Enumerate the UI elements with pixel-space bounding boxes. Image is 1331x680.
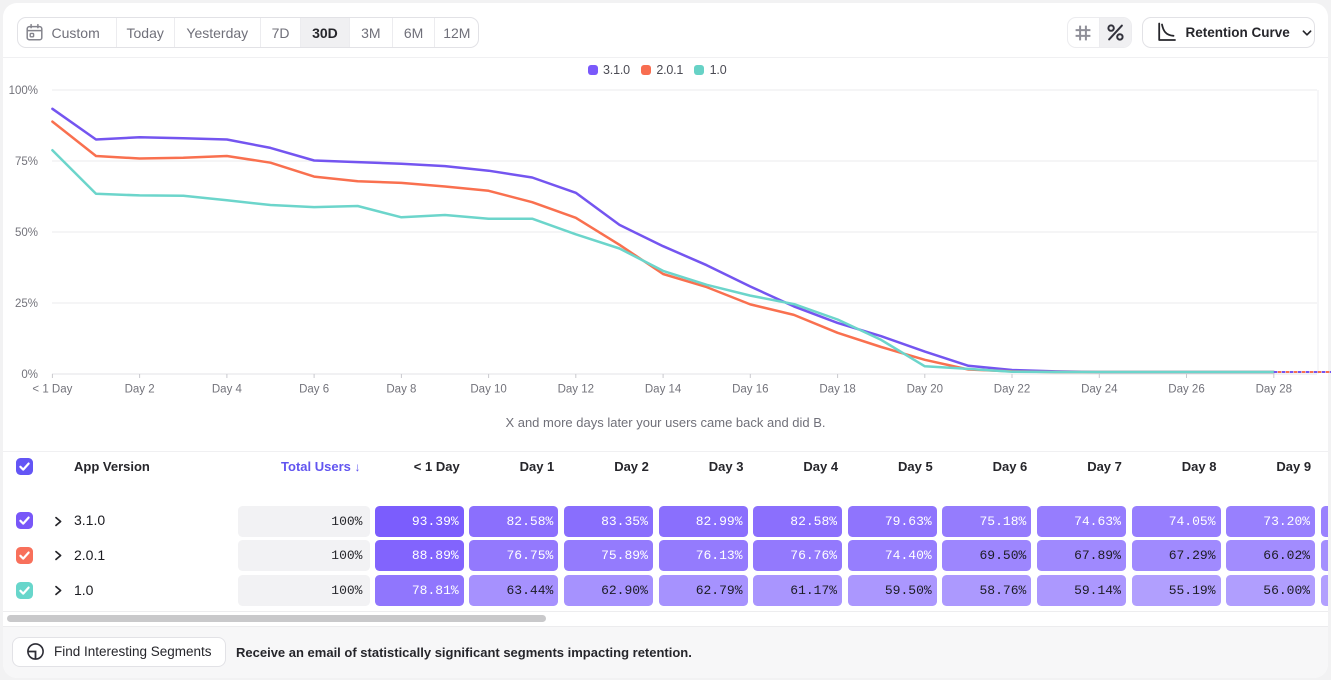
svg-text:75%: 75%	[15, 156, 38, 168]
svg-text:25%: 25%	[15, 298, 38, 310]
svg-text:Day 16: Day 16	[732, 384, 768, 396]
svg-text:Day 6: Day 6	[299, 384, 329, 396]
svg-text:Day 10: Day 10	[470, 384, 506, 396]
svg-text:Day 12: Day 12	[558, 384, 594, 396]
svg-text:Day 20: Day 20	[907, 384, 943, 396]
svg-text:0%: 0%	[21, 369, 38, 381]
svg-text:< 1 Day: < 1 Day	[32, 384, 72, 396]
svg-text:Day 24: Day 24	[1081, 384, 1118, 396]
svg-text:Day 26: Day 26	[1168, 384, 1204, 396]
svg-text:Day 4: Day 4	[212, 384, 243, 396]
svg-text:Day 18: Day 18	[819, 384, 855, 396]
svg-text:50%: 50%	[15, 227, 38, 239]
svg-text:Day 28: Day 28	[1256, 384, 1292, 396]
svg-text:100%: 100%	[9, 85, 38, 97]
svg-text:Day 8: Day 8	[386, 384, 416, 396]
svg-text:Day 22: Day 22	[994, 384, 1030, 396]
svg-text:Day 2: Day 2	[125, 384, 155, 396]
svg-text:Day 14: Day 14	[645, 384, 682, 396]
